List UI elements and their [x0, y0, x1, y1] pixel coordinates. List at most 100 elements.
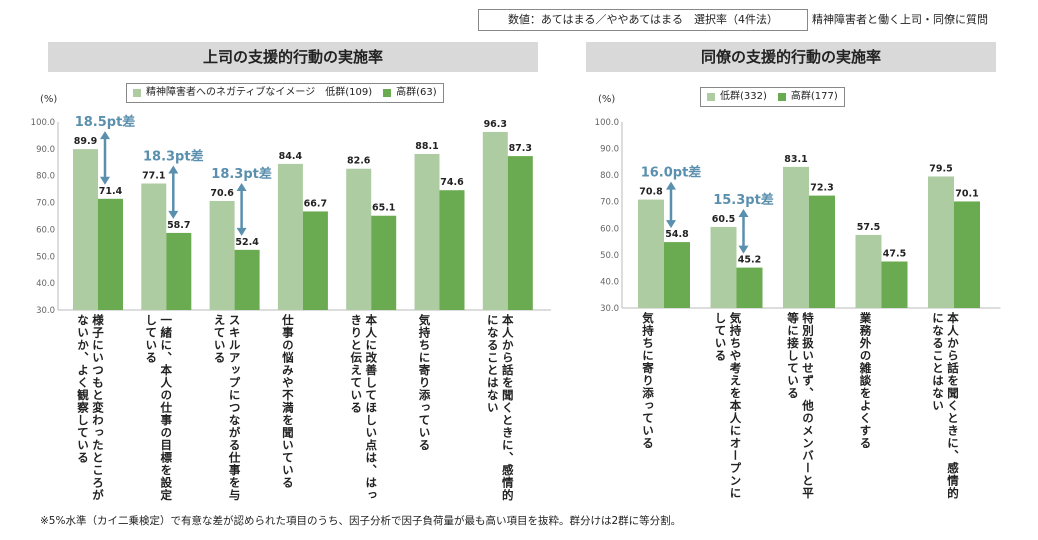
bar-high	[736, 267, 763, 308]
value-label-high: 47.5	[883, 249, 906, 260]
bar-low	[710, 226, 737, 308]
diff-arrow-head-up	[236, 182, 247, 191]
value-label-high: 65.1	[372, 203, 395, 214]
category-label: 本人に改善してほしい点は、はっきりと伝えている	[349, 314, 379, 502]
y-tick-label: 100.0	[595, 118, 619, 128]
category-label: 本人から話を聞くときに、感情的になることはない	[485, 314, 515, 502]
value-label-low: 88.1	[415, 141, 438, 152]
bar-low	[277, 163, 303, 310]
diff-annotation: 18.3pt差	[211, 166, 272, 182]
y-tick-label: 50.0	[600, 251, 619, 261]
diff-arrow-head-up	[100, 131, 110, 140]
value-label-low: 84.4	[279, 151, 303, 162]
category-label: 業務外の雑談をよくする	[858, 312, 873, 450]
diff-arrow-head-up	[738, 208, 749, 217]
y-tick-label: 40.0	[36, 279, 55, 289]
y-tick-label: 60.0	[600, 224, 619, 234]
y-tick-label: 70.0	[600, 198, 619, 208]
y-tick-label: 80.0	[600, 171, 619, 181]
y-tick-label: 90.0	[36, 145, 55, 155]
bar-low	[928, 176, 954, 308]
bar-low	[73, 149, 98, 310]
value-label-low: 82.6	[347, 156, 371, 167]
value-label-low: 60.5	[712, 214, 735, 225]
legend-label-high: 高群(63)	[396, 87, 437, 98]
y-axis-unit: (%)	[598, 94, 615, 105]
value-label-high: 58.7	[167, 220, 190, 231]
y-tick-label: 40.0	[600, 277, 619, 287]
bar-high	[507, 156, 533, 310]
scale-note: 数値：あてはまる／ややあてはまる 選択率（4件法）	[478, 9, 808, 31]
bar-low	[414, 153, 440, 310]
value-label-low: 70.6	[210, 188, 234, 199]
value-label-low: 79.5	[929, 163, 952, 174]
legend-label-high: 高群(177)	[790, 91, 838, 102]
y-tick-label: 90.0	[600, 145, 619, 155]
footnote: ※5%水準（カイ二乗検定）で有意な差が認められた項目のうち、因子分析で因子負荷量…	[40, 515, 682, 527]
bar-high	[881, 261, 908, 308]
diff-arrow-head-down	[100, 176, 110, 185]
value-label-low: 70.8	[639, 187, 663, 198]
bar-low	[141, 183, 167, 310]
diff-annotation: 16.0pt差	[641, 165, 702, 181]
bar-low	[209, 200, 235, 310]
legend-swatch-high	[383, 89, 392, 97]
category-label: 仕事の悩みや不満を聞いている	[280, 314, 295, 489]
subject-note: 精神障害者と働く上司・同僚に質問	[812, 13, 988, 26]
value-label-high: 74.6	[440, 177, 464, 188]
value-label-high: 71.4	[99, 186, 123, 197]
bar-low	[783, 166, 809, 308]
value-label-high: 87.3	[509, 143, 532, 154]
bar-high	[809, 195, 835, 308]
bar-high	[98, 198, 123, 310]
bar-high	[954, 201, 980, 308]
legend-label-low: 低群(332)	[720, 91, 767, 102]
chart-title-coworker: 同僚の支援的行動の実施率	[586, 42, 996, 72]
category-label: 気持ちに寄り添っている	[417, 314, 432, 452]
legend-label-low: 精神障害者へのネガティブなイメージ 低群(109)	[146, 87, 373, 98]
diff-arrow-head-down	[168, 210, 179, 219]
diff-arrow-head-down	[666, 220, 676, 229]
y-tick-label: 50.0	[36, 252, 55, 262]
y-tick-label: 30.0	[36, 306, 55, 316]
value-label-high: 45.2	[738, 255, 761, 266]
value-label-low: 83.1	[784, 154, 807, 165]
bar-low	[346, 168, 372, 310]
bar-high	[234, 249, 260, 310]
y-tick-label: 30.0	[600, 304, 619, 314]
bar-high	[664, 242, 690, 308]
value-label-high: 54.8	[665, 229, 689, 240]
diff-arrow-head-down	[236, 227, 247, 236]
category-label: 一緒に、本人の仕事の目標を設定している	[144, 314, 174, 502]
legend-swatch-low	[707, 93, 715, 101]
bar-high	[302, 211, 328, 310]
y-tick-label: 60.0	[36, 225, 55, 235]
y-axis-unit: (%)	[40, 94, 57, 105]
value-label-high: 66.7	[304, 198, 327, 209]
diff-annotation: 18.3pt差	[143, 149, 204, 165]
value-label-low: 96.3	[484, 119, 507, 130]
value-label-high: 70.1	[955, 188, 978, 199]
y-tick-label: 70.0	[36, 199, 55, 209]
category-label: 気持ちに寄り添っている	[641, 312, 655, 450]
category-label: 気持ちや考えを本人にオープンにしている	[713, 312, 743, 500]
diff-annotation: 15.3pt差	[713, 192, 774, 208]
legend-coworker: 低群(332) 高群(177)	[700, 87, 845, 107]
value-label-low: 77.1	[142, 171, 165, 182]
legend-swatch-high	[777, 93, 786, 101]
y-tick-label: 100.0	[31, 118, 55, 128]
bar-high	[166, 232, 192, 310]
bar-low	[855, 234, 882, 308]
legend-swatch-low	[133, 89, 141, 97]
value-label-high: 72.3	[810, 183, 833, 194]
bar-high	[371, 215, 397, 310]
diff-arrow-head-up	[666, 181, 676, 190]
diff-arrow-head-down	[738, 245, 749, 254]
legend-boss: 精神障害者へのネガティブなイメージ 低群(109) 高群(63)	[126, 83, 444, 103]
bar-low	[638, 199, 664, 308]
diff-annotation: 18.5pt差	[75, 114, 136, 130]
category-label: 特別扱いせず、他のメンバーと平等に接している	[786, 312, 815, 500]
y-tick-label: 80.0	[36, 172, 55, 182]
value-label-high: 52.4	[235, 237, 259, 248]
